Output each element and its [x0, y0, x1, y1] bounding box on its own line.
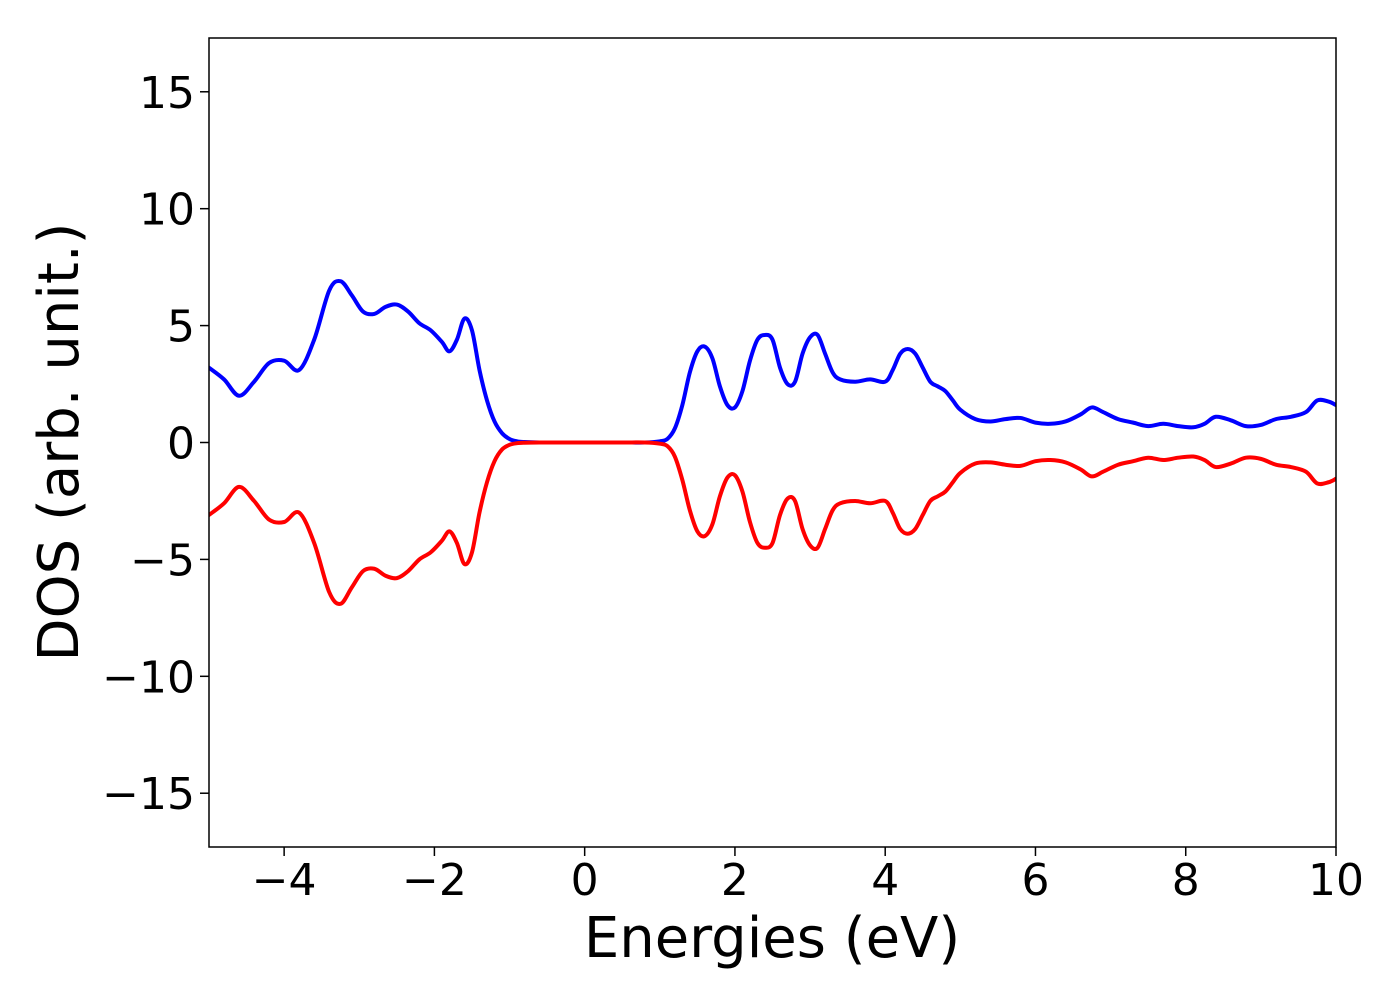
y-axis-ticks: −15 −10 −5 0 5 10 15	[102, 68, 209, 820]
x-axis-title: Energies (eV)	[584, 906, 960, 971]
x-tick-label: 4	[871, 855, 899, 906]
y-axis-title: DOS (arb. unit.)	[27, 222, 92, 661]
y-tick-label: −15	[102, 769, 195, 820]
y-tick-label: −5	[130, 535, 195, 586]
series-line-2	[209, 440, 1336, 606]
x-tick-label: 2	[721, 855, 749, 906]
series-line-1	[209, 278, 1336, 445]
y-tick-label: 0	[167, 419, 195, 470]
plot-background	[209, 38, 1336, 847]
x-tick-label: 10	[1308, 855, 1364, 906]
x-tick-label: −2	[402, 855, 467, 906]
x-tick-label: −4	[252, 855, 317, 906]
x-axis-ticks: −4 −2 0 2 4 6 8 10	[252, 847, 1364, 906]
x-tick-label: 8	[1172, 855, 1200, 906]
series-layer	[209, 278, 1336, 606]
y-tick-label: 5	[167, 302, 195, 353]
y-tick-label: −10	[102, 652, 195, 703]
y-tick-label: 10	[139, 185, 195, 236]
x-tick-label: 0	[571, 855, 599, 906]
y-tick-label: 15	[139, 68, 195, 119]
x-tick-label: 6	[1021, 855, 1049, 906]
